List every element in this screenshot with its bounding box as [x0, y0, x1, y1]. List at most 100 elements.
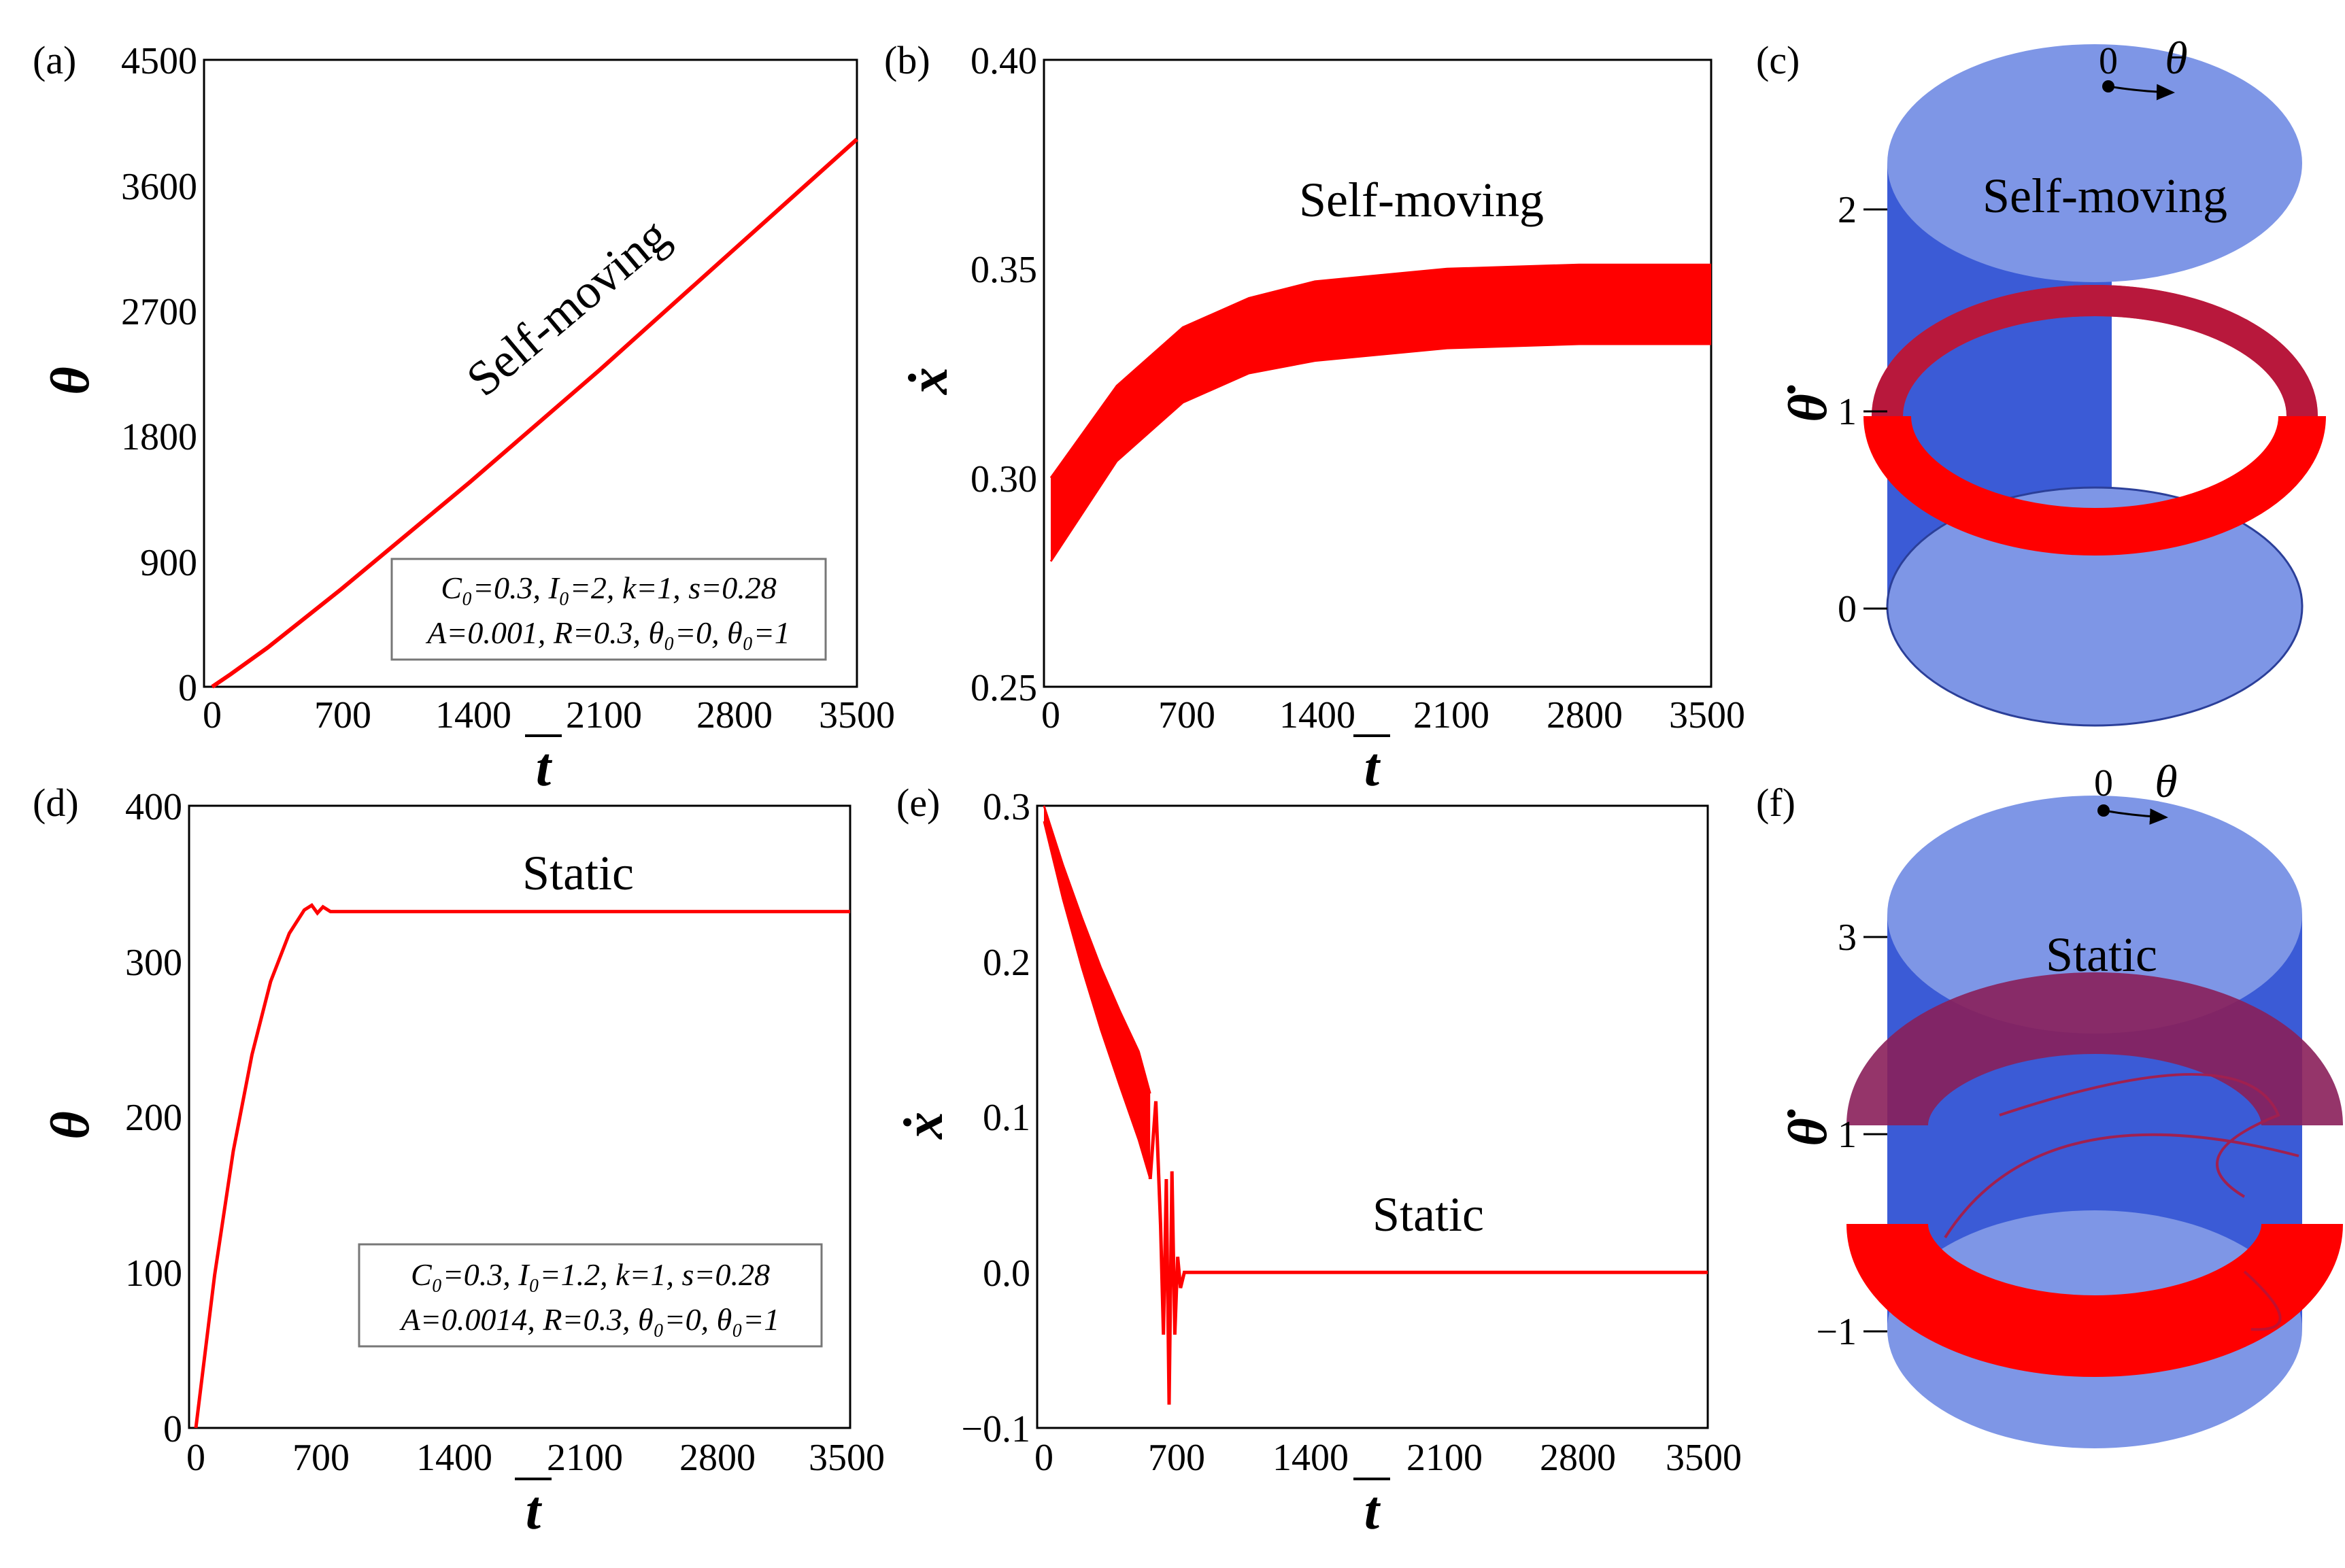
panel-a-ytick-5: 4500: [121, 40, 197, 82]
panel-b-ylabel: ẋ: [899, 367, 959, 395]
panel-d-ylabel: θ: [41, 1111, 101, 1140]
panel-b: (b) 0.25 0.30 0.35 0.40 0 700 1400 2100 …: [884, 38, 1745, 798]
panel-e-ytick-1: 0.0: [983, 1252, 1030, 1295]
panel-c-annotation: Self-moving: [1983, 169, 2227, 223]
panel-c-angle-arrow: [2108, 84, 2175, 101]
panel-c-cylinder-top: [1887, 44, 2302, 282]
panel-a-ytick-4: 3600: [121, 166, 197, 208]
panel-e-frame: [1036, 804, 1709, 1429]
panel-d-annotation: Static: [522, 846, 634, 900]
panel-b-annotation: Self-moving: [1299, 173, 1544, 227]
panel-b-xtick-0: 0: [1041, 694, 1060, 736]
panel-a-params-box: [390, 558, 827, 661]
panel-f-ylabel: θ̇: [1778, 1109, 1838, 1146]
panel-f-label: (f): [1756, 781, 1795, 825]
panel-c: (c) 0 1 2 θ̇ 0 θ Self-moving: [1756, 32, 2326, 727]
panel-d-xtick-0: 0: [186, 1437, 205, 1479]
panel-a-xtick-1: 700: [314, 694, 371, 736]
panel-e-series-transient-line: [1148, 1101, 1708, 1405]
panel-d-params-box: [358, 1243, 823, 1348]
panel-a-params-line2: A=0.001, R=0.3, θ₀=0, θ₀=1: [425, 615, 790, 650]
panel-f-cylinder-top: [1887, 796, 2302, 1034]
panel-a-xticks: 0 700 1400 2100 2800 3500: [203, 694, 895, 736]
panel-c-cylinder-bottom: [1886, 486, 2304, 727]
panel-b-ytick-1: 0.30: [971, 458, 1037, 500]
panel-e-xtick-5: 3500: [1666, 1437, 1742, 1479]
panel-b-xtick-3: 2100: [1413, 694, 1489, 736]
panel-a-label: (a): [33, 38, 76, 82]
panel-d-ytick-3: 300: [125, 942, 182, 984]
panel-f-angle-zero: 0: [2094, 762, 2113, 804]
panel-e-xlabel: t: [1364, 1481, 1381, 1541]
panel-f: (f) −1 1 3 θ̇ 0 θ Static: [1756, 755, 2343, 1448]
panel-e-xtick-3: 2100: [1406, 1437, 1483, 1479]
panel-e-xtick-1: 700: [1148, 1437, 1205, 1479]
panel-f-trajectory-tail: [2243, 1270, 2282, 1331]
panel-c-ytick-1: 1: [1838, 391, 1857, 433]
panel-f-ytick-2: 3: [1838, 917, 1857, 959]
panel-b-ytick-2: 0.35: [971, 249, 1037, 291]
panel-c-ytick-2: 2: [1838, 189, 1857, 231]
panel-b-series-band: [1051, 265, 1711, 562]
panel-d-ytick-0: 0: [163, 1408, 182, 1450]
panel-a-annotation: Self-moving: [456, 207, 679, 407]
panel-e-ytick-2: 0.1: [983, 1097, 1030, 1139]
panel-e-label: (e): [896, 781, 940, 825]
panel-e-annotation: Static: [1372, 1187, 1484, 1242]
panel-a-xtick-2: 1400: [435, 694, 511, 736]
panel-b-series-lower-line: [1049, 343, 1711, 562]
panel-e-xticks: 0 700 1400 2100 2800 3500: [1034, 1437, 1742, 1479]
panel-a-xtick-5: 3500: [819, 694, 895, 736]
panel-c-trajectory-ring-front: [1863, 415, 2326, 556]
panel-a-xlabel: t: [536, 738, 553, 798]
panel-d-frame: [188, 804, 851, 1429]
panel-d-xticks: 0 700 1400 2100 2800 3500: [186, 1437, 885, 1479]
panel-e-series-band: [1044, 806, 1151, 1179]
panel-b-label: (b): [884, 38, 930, 82]
panel-e-xtick-2: 1400: [1272, 1437, 1349, 1479]
panel-b-xtick-4: 2800: [1547, 694, 1623, 736]
panel-a-yticks: 0 900 1800 2700 3600 4500: [121, 40, 197, 709]
panel-d: (d) 0 100 200 300 400 0 700 1400 2100 28…: [33, 781, 885, 1541]
panel-e: (e) −0.1 0.0 0.1 0.2 0.3 0 700 1400 2100…: [894, 781, 1742, 1541]
panel-f-ytick-1: 1: [1838, 1114, 1857, 1156]
panel-e-xtick-4: 2800: [1540, 1437, 1616, 1479]
panel-c-yaxis: 0 1 2 θ̇: [1778, 189, 1887, 630]
panel-a-ytick-2: 1800: [121, 416, 197, 458]
panel-d-yticks: 0 100 200 300 400: [125, 786, 182, 1450]
panel-a-frame: [203, 58, 858, 688]
panel-a-series-theta-line: [211, 137, 859, 689]
panel-b-xtick-2: 1400: [1279, 694, 1355, 736]
panel-f-ytick-0: −1: [1816, 1311, 1857, 1353]
panel-b-yticks: 0.25 0.30 0.35 0.40: [971, 40, 1037, 709]
panel-f-yaxis: −1 1 3 θ̇: [1778, 917, 1887, 1353]
panel-b-series-upper-line: [1049, 263, 1711, 479]
panel-e-ytick-3: 0.2: [983, 942, 1030, 984]
panel-e-series-lower-line: [1043, 821, 1151, 1180]
panel-f-trajectory-loop-2: [1999, 1073, 2280, 1198]
panel-e-ylabel: ẋ: [894, 1112, 954, 1140]
panel-d-params-line2: A=0.0014, R=0.3, θ₀=0, θ₀=1: [399, 1302, 780, 1337]
panel-b-xticks: 0 700 1400 2100 2800 3500: [1041, 694, 1745, 736]
panel-d-ytick-1: 100: [125, 1252, 182, 1295]
panel-a-ytick-1: 900: [140, 542, 197, 584]
panel-f-annotation: Static: [2046, 927, 2157, 982]
panel-a-params-line1: C₀=0.3, I₀=2, k=1, s=0.28: [441, 570, 776, 605]
panel-f-angle-arrow: [2103, 808, 2168, 825]
panel-e-yticks: −0.1 0.0 0.1 0.2 0.3: [961, 786, 1030, 1450]
panel-f-trajectory-band-rear: [1846, 972, 2343, 1127]
panel-c-ylabel: θ̇: [1778, 385, 1838, 422]
panel-f-angle-label: θ: [2155, 755, 2177, 807]
panel-a: (a) 0 900 1800 2700 3600 4500 0 700 1400…: [33, 38, 895, 798]
panel-c-ytick-0: 0: [1838, 588, 1857, 630]
panel-d-params-line1: C₀=0.3, I₀=1.2, k=1, s=0.28: [411, 1257, 770, 1292]
panel-d-series-theta-line: [194, 903, 850, 1429]
panel-d-xtick-5: 3500: [809, 1437, 885, 1479]
panel-e-xtick-0: 0: [1034, 1437, 1053, 1479]
panel-b-xtick-5: 3500: [1669, 694, 1745, 736]
panel-e-ytick-4: 0.3: [983, 786, 1030, 828]
panel-b-xlabel: t: [1364, 738, 1381, 798]
panel-e-ytick-0: −0.1: [961, 1408, 1030, 1450]
panel-b-xtick-1: 700: [1158, 694, 1215, 736]
